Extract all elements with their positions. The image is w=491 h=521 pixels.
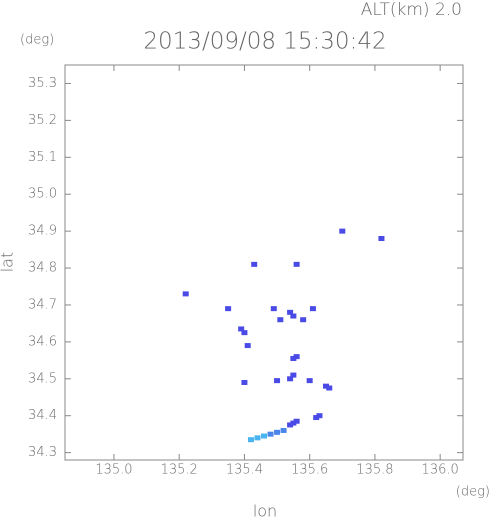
echo-point — [339, 228, 346, 234]
echo-point — [290, 313, 297, 319]
echo-point — [287, 309, 294, 315]
y-tick-label: 34.8 — [28, 261, 57, 276]
echo-point — [274, 378, 281, 384]
echo-point — [225, 306, 232, 312]
x-unit: (deg) — [456, 485, 490, 500]
x-tick-label: 135.8 — [356, 463, 393, 478]
x-tick-label: 135.2 — [161, 463, 198, 478]
echo-point — [293, 418, 300, 424]
x-tick-label: 135.6 — [291, 463, 328, 478]
echo-point — [306, 378, 313, 384]
echo-point — [241, 379, 248, 385]
y-axis-label: lat — [0, 252, 17, 273]
y-tick-label: 34.6 — [28, 334, 57, 349]
echo-point — [309, 306, 316, 312]
y-tick-label: 34.3 — [28, 445, 57, 460]
echo-point — [290, 355, 297, 361]
x-tick-label: 135.0 — [95, 463, 132, 478]
y-tick-label: 35.1 — [28, 150, 57, 165]
echo-point — [261, 433, 267, 439]
echo-point — [316, 413, 323, 419]
echo-point — [270, 306, 277, 312]
echo-point — [290, 420, 297, 426]
echo-point — [313, 415, 320, 421]
echo-point — [287, 422, 294, 428]
chart-subtitle: ALT(km) 2.0 — [361, 0, 462, 20]
echo-point — [182, 291, 189, 297]
echo-point — [251, 261, 258, 267]
echo-point — [244, 343, 251, 349]
echo-point — [293, 261, 300, 267]
x-tick-label: 136.0 — [422, 463, 459, 478]
x-axis-label: lon — [253, 502, 277, 521]
x-tick-label: 135.4 — [226, 463, 263, 478]
plot-frame — [64, 64, 464, 461]
echo-point — [280, 427, 287, 433]
y-tick-label: 34.4 — [28, 408, 57, 423]
echo-point — [378, 236, 385, 242]
y-tick-label: 34.5 — [28, 371, 57, 386]
echo-point — [326, 385, 333, 391]
y-tick-label: 34.9 — [28, 224, 57, 239]
echo-point — [254, 435, 261, 441]
echo-point — [293, 354, 300, 360]
y-tick-label: 35.0 — [28, 187, 57, 202]
y-tick-label: 34.7 — [28, 297, 57, 312]
echo-point — [247, 437, 254, 443]
echo-point — [241, 330, 248, 336]
y-tick-label: 35.3 — [28, 76, 57, 91]
chart-title: 2013/09/08 15:30:42 — [143, 29, 386, 55]
echo-point — [300, 317, 307, 323]
echo-point — [267, 431, 274, 437]
echo-point — [277, 317, 284, 323]
echo-point — [322, 383, 329, 389]
echo-point — [287, 376, 294, 382]
echo-point — [238, 326, 245, 332]
echo-point — [290, 372, 297, 378]
y-unit: (deg) — [20, 33, 54, 48]
echo-point — [274, 429, 281, 435]
y-tick-label: 35.2 — [28, 113, 57, 128]
